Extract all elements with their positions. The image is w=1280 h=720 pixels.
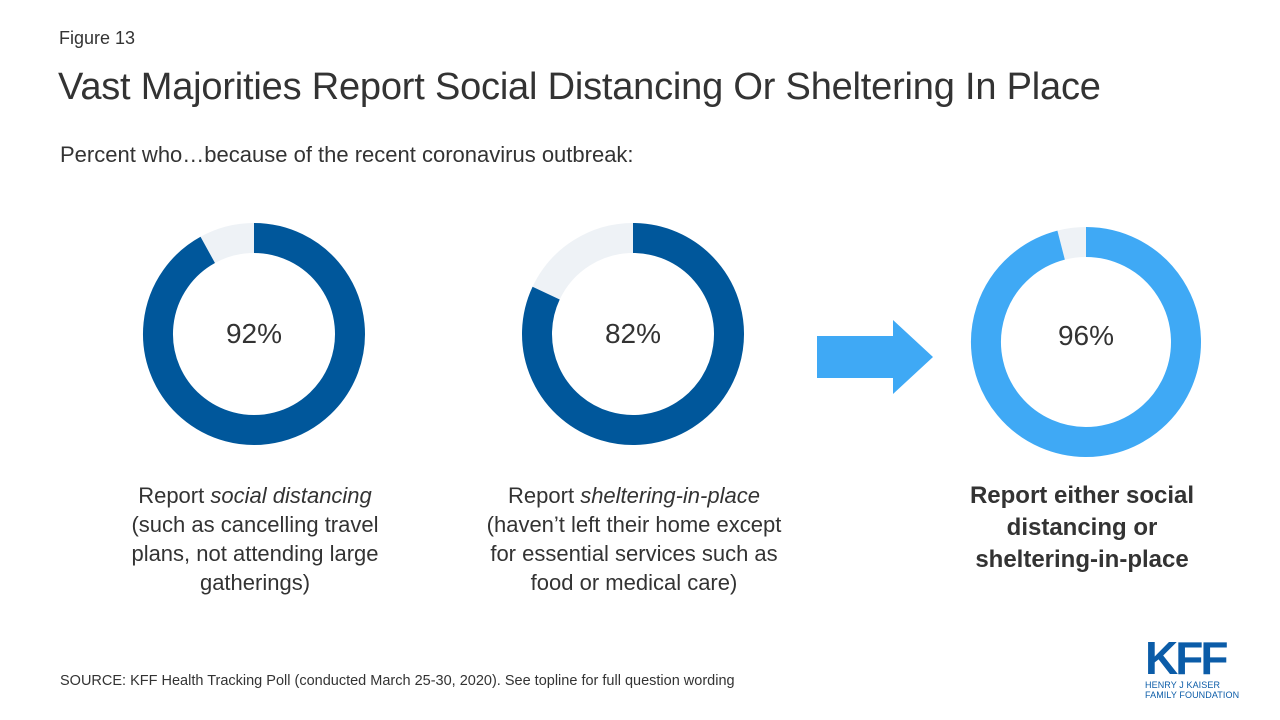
- caption-prefix: Report: [508, 483, 581, 508]
- logo-line-1: HENRY J KAISER: [1145, 680, 1221, 690]
- caption-prefix: Report: [138, 483, 211, 508]
- donut-value-arc: [143, 223, 365, 445]
- donut-social-distancing: 92%: [143, 223, 365, 445]
- figure-label: Figure 13: [59, 28, 136, 48]
- donut-either: 96%: [971, 227, 1201, 457]
- donut-remainder-arc: [200, 223, 255, 264]
- donut-value-label: 92%: [226, 318, 282, 349]
- donut-remainder-arc: [1057, 227, 1087, 260]
- chart-subtitle: Percent who…because of the recent corona…: [60, 142, 634, 167]
- caption-text: Report either social distancing or shelt…: [969, 482, 1195, 573]
- logo-mark: KFF: [1145, 632, 1228, 684]
- right-arrow-icon: [817, 320, 933, 394]
- donut-value-arc: [522, 223, 744, 445]
- chart-title: Vast Majorities Report Social Distancing…: [58, 66, 1101, 108]
- caption-emphasis: sheltering-in-place: [580, 483, 760, 508]
- logo-line-2: FAMILY FOUNDATION: [1145, 690, 1240, 700]
- caption-detail: (haven’t left their home except for esse…: [486, 512, 782, 595]
- donut-value-arc: [971, 227, 1201, 457]
- donut-sheltering-in-place: 82%: [522, 223, 744, 445]
- caption-emphasis: social distancing: [210, 483, 372, 508]
- source-note: SOURCE: KFF Health Tracking Poll (conduc…: [60, 673, 735, 689]
- donut-value-label: 96%: [1058, 320, 1114, 351]
- caption-detail: (such as cancelling travel plans, not at…: [131, 512, 379, 595]
- donut-value-label: 82%: [605, 318, 661, 349]
- caption-sheltering-in-place: Report sheltering-in-place (haven’t left…: [479, 481, 789, 597]
- donut-remainder-arc: [532, 223, 634, 300]
- caption-social-distancing: Report social distancing (such as cancel…: [110, 481, 400, 597]
- caption-either: Report either social distancing or shelt…: [952, 480, 1212, 576]
- kff-logo: KFF HENRY J KAISER FAMILY FOUNDATION: [1145, 632, 1241, 700]
